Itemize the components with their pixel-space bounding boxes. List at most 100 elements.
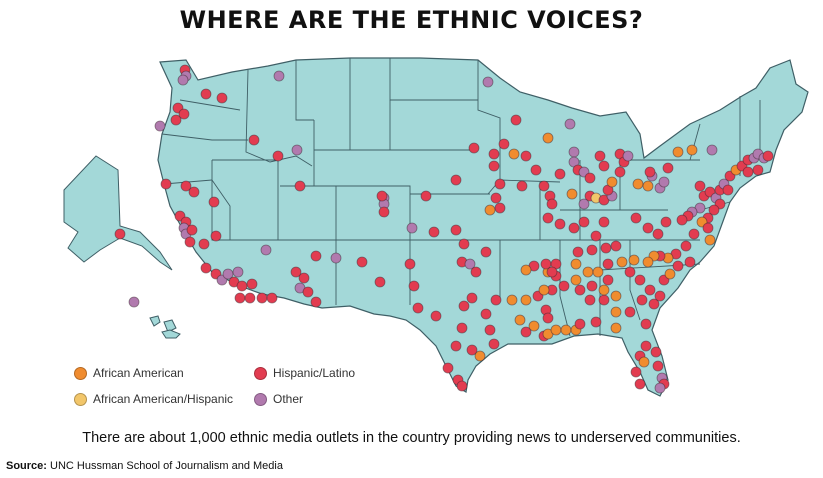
outlet-marker (594, 150, 606, 162)
outlet-marker (610, 240, 622, 252)
outlet-marker (244, 292, 256, 304)
outlet-marker (680, 240, 692, 252)
outlet-marker (624, 306, 636, 318)
state-border-line (335, 186, 410, 241)
outlet-marker (658, 176, 670, 188)
outlet-marker (198, 238, 210, 250)
outlet-marker (450, 174, 462, 186)
outlet-marker (684, 256, 696, 268)
outlet-marker (586, 244, 598, 256)
outlet-marker (376, 190, 388, 202)
outlet-marker (650, 346, 662, 358)
outlet-marker (558, 280, 570, 292)
outlet-marker (310, 250, 322, 262)
outlet-marker (706, 144, 718, 156)
state-border-line (161, 133, 248, 141)
outlet-marker (602, 258, 614, 270)
outlet-marker (208, 196, 220, 208)
legend: African American Hispanic/Latino African… (74, 366, 434, 416)
outlet-marker (356, 256, 368, 268)
outlet-marker (648, 298, 660, 310)
outlet-marker (408, 280, 420, 292)
outlet-marker (128, 296, 140, 308)
hawaii-shape (149, 315, 181, 339)
outlet-marker (294, 180, 306, 192)
outlet-marker (272, 150, 284, 162)
state-border-line (499, 179, 561, 183)
caption: There are about 1,000 ethnic media outle… (82, 430, 741, 446)
legend-swatch-hispanic-latino (254, 366, 267, 380)
outlet-marker (638, 356, 650, 368)
outlet-marker (464, 258, 476, 270)
legend-item-hispanic-latino: Hispanic/Latino (254, 366, 355, 380)
outlet-marker (466, 344, 478, 356)
state-border-line (314, 185, 411, 240)
outlet-marker (542, 312, 554, 324)
source-text: UNC Hussman School of Journalism and Med… (50, 460, 283, 472)
outlet-marker (598, 160, 610, 172)
outlet-marker (584, 172, 596, 184)
state-border-line (245, 69, 313, 167)
outlet-marker (406, 222, 418, 234)
legend-swatch-african-american (74, 366, 87, 380)
outlet-marker (634, 378, 646, 390)
outlet-marker (570, 274, 582, 286)
outlet-marker (610, 290, 622, 302)
outlet-marker (456, 322, 468, 334)
state-border-line (295, 60, 314, 121)
outlet-marker (490, 192, 502, 204)
outlet-marker (546, 266, 558, 278)
outlet-marker (458, 238, 470, 250)
outlet-marker (566, 188, 578, 200)
outlet-marker (160, 178, 172, 190)
outlet-marker (636, 294, 648, 306)
outlet-marker (672, 260, 684, 272)
outlet-marker (530, 164, 542, 176)
legend-label: African American/Hispanic (93, 392, 234, 406)
outlet-marker (574, 318, 586, 330)
outlet-marker (762, 150, 774, 162)
outlet-marker (442, 362, 454, 374)
outlet-marker (494, 202, 506, 214)
outlet-marker (664, 268, 676, 280)
outlet-marker (256, 292, 268, 304)
outlet-marker (246, 278, 258, 290)
outlet-marker (330, 252, 342, 264)
outlet-marker (582, 266, 594, 278)
outlet-marker (177, 74, 189, 86)
outlet-marker (630, 366, 642, 378)
page-title: WHERE ARE THE ETHNIC VOICES? (179, 6, 644, 34)
outlet-marker (644, 166, 656, 178)
outlet-marker (180, 180, 192, 192)
outlet-marker (498, 138, 510, 150)
outlet-marker (694, 180, 706, 192)
outlet-marker (480, 246, 492, 258)
outlet-marker (752, 164, 764, 176)
alaska-shape (63, 155, 173, 271)
outlet-marker (170, 114, 182, 126)
legend-label: Other (273, 392, 304, 406)
outlet-marker (302, 286, 314, 298)
outlet-marker (640, 318, 652, 330)
outlet-marker (506, 294, 518, 306)
outlet-markers (114, 64, 774, 394)
outlet-marker (260, 244, 272, 256)
outlet-marker (538, 284, 550, 296)
outlet-marker (450, 224, 462, 236)
legend-swatch-other (254, 392, 267, 406)
outlet-marker (186, 224, 198, 236)
outlet-marker (266, 292, 278, 304)
outlet-marker (570, 258, 582, 270)
outlet-marker (554, 218, 566, 230)
outlet-marker (184, 236, 196, 248)
contiguous-us-shape (157, 57, 809, 397)
outlet-marker (642, 222, 654, 234)
outlet-marker (210, 230, 222, 242)
outlet-marker (652, 360, 664, 372)
outlet-marker (484, 324, 496, 336)
outlet-marker (291, 144, 303, 156)
outlet-marker (568, 146, 580, 158)
outlet-marker (528, 320, 540, 332)
outlet-marker (654, 290, 666, 302)
outlet-marker (598, 294, 610, 306)
